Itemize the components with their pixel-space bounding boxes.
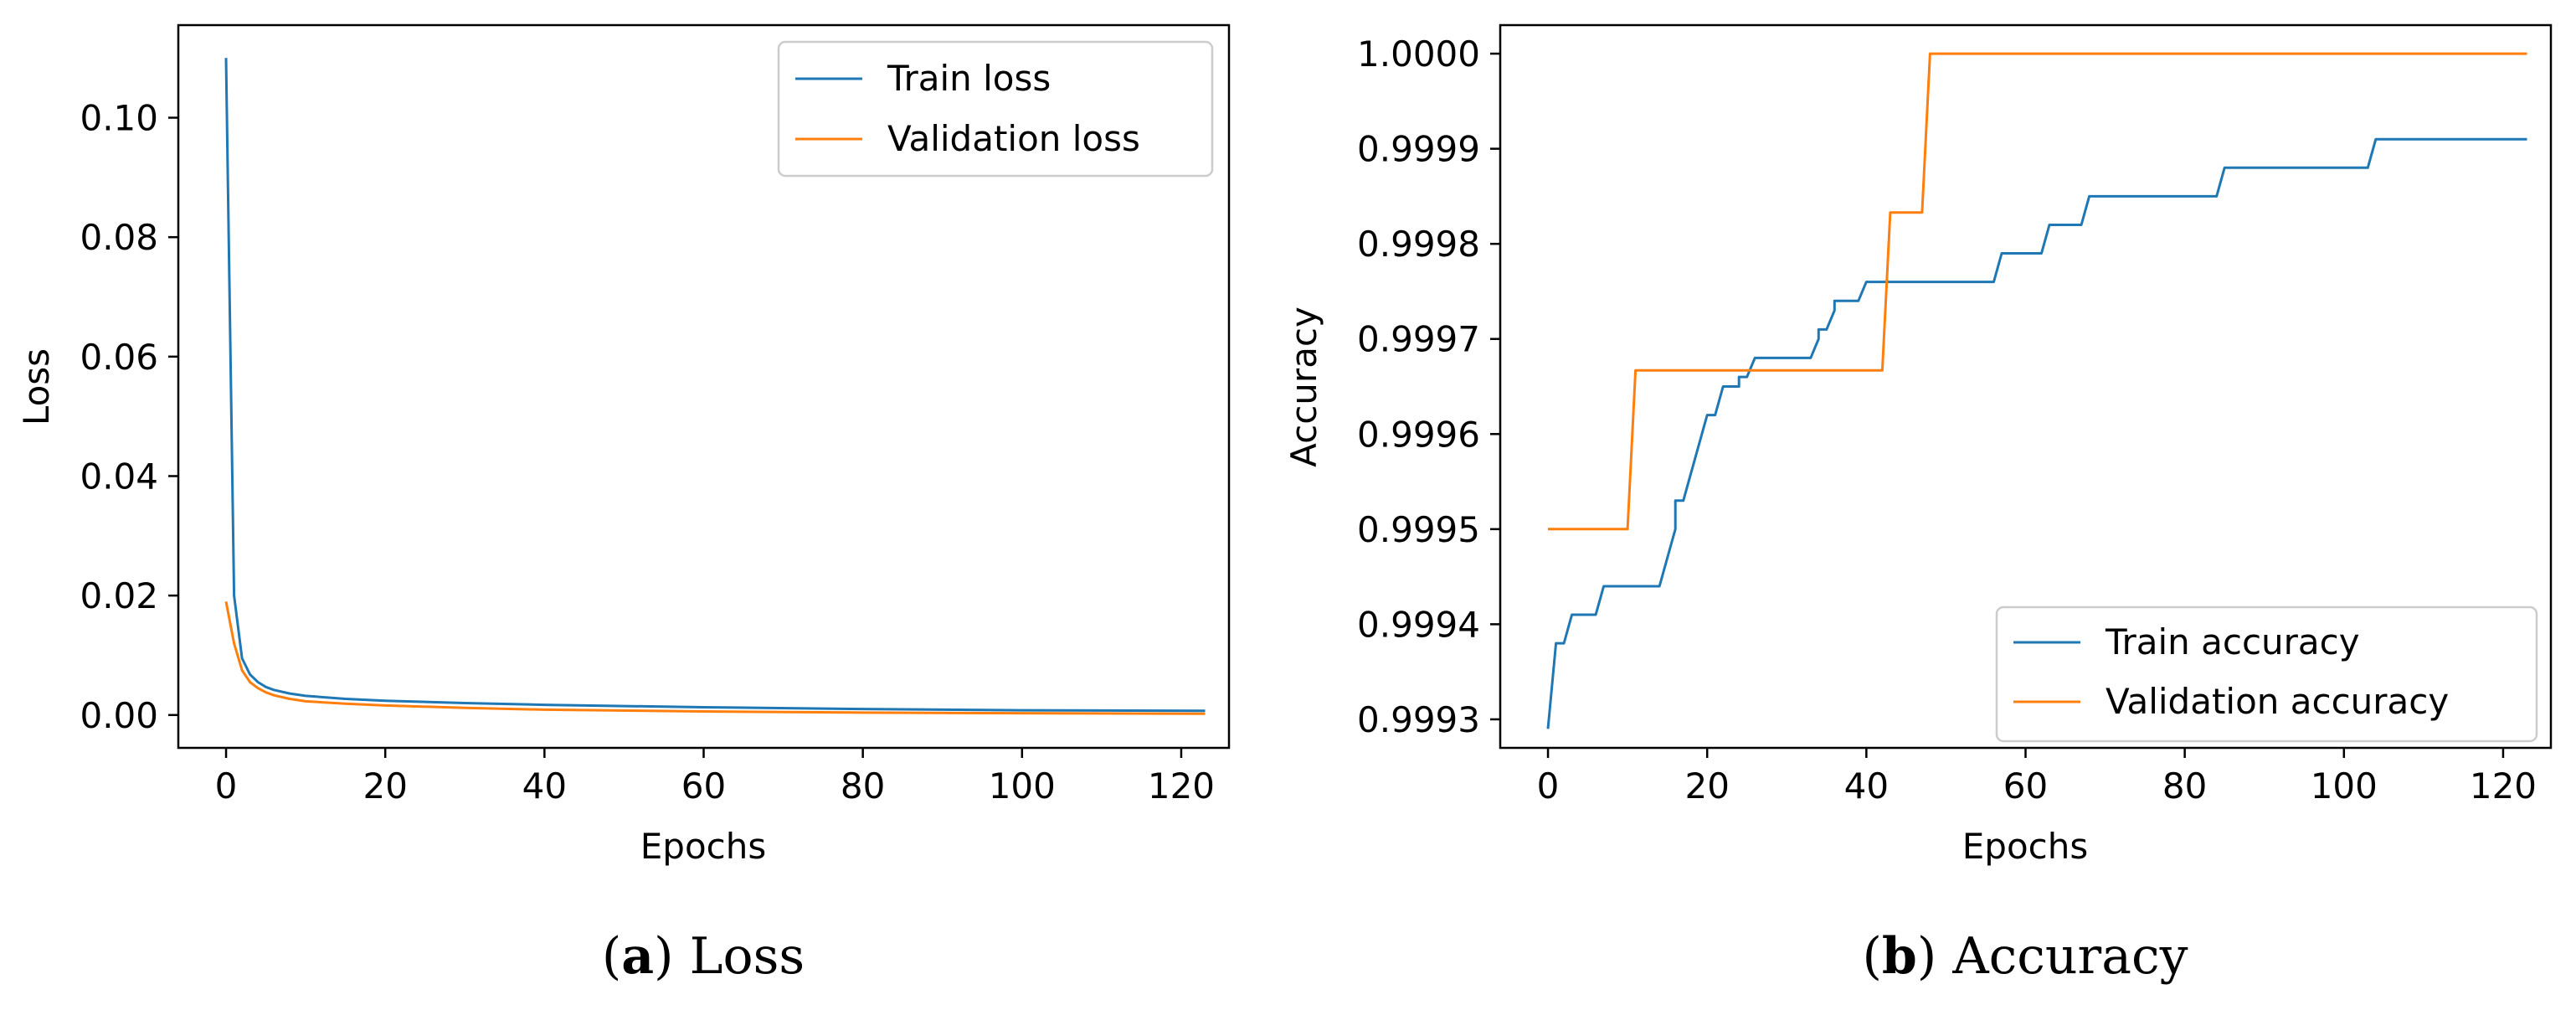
accuracy-chart: 0 20 40 60 80 100 120 0.9993 0.9994 0.9995 0.9996…: [1283, 23, 2553, 986]
accuracy-y-tick-label: 1.0000: [1357, 33, 1480, 75]
loss-y-tick-label: 0.08: [80, 217, 158, 258]
loss-y-tick-label: 0.06: [80, 337, 158, 378]
loss-y-tick-label: 0.02: [80, 575, 158, 616]
accuracy-series-train-line: [1546, 137, 2527, 729]
accuracy-x-tick-label: 80: [2162, 765, 2207, 806]
loss-y-tick-label: 0.00: [80, 695, 158, 736]
accuracy-y-tick-label: 0.9995: [1357, 509, 1480, 550]
accuracy-x-tick-label: 60: [2003, 765, 2048, 806]
accuracy-series: [1546, 52, 2527, 729]
loss-y-tick-label: 0.10: [80, 98, 158, 139]
loss-x-tick-label: 60: [681, 765, 726, 806]
accuracy-legend-train-label: Train accuracy: [2105, 621, 2360, 662]
loss-legend-train-label: Train loss: [887, 58, 1051, 99]
loss-chart: 0 20 40 60 80 100 120 0.00 0.02 0.04 0.06 0.08 0.10…: [16, 23, 1231, 986]
accuracy-legend-box: [1995, 605, 2538, 743]
accuracy-y-tick-label: 0.9994: [1357, 604, 1480, 645]
loss-x-axis: 0 20 40 60 80 100 120: [215, 748, 1215, 806]
loss-series-train-line: [224, 58, 1206, 713]
loss-legend: Train loss Validation loss: [777, 40, 1214, 178]
loss-x-tick-label: 80: [841, 765, 885, 806]
accuracy-x-tick-label: 0: [1537, 765, 1560, 806]
accuracy-legend: Train accuracy Validation accuracy: [1995, 605, 2538, 743]
accuracy-x-tick-label: 40: [1844, 765, 1889, 806]
accuracy-y-tick-label: 0.9999: [1357, 129, 1480, 170]
accuracy-x-axis-title: Epochs: [1962, 826, 2089, 867]
accuracy-x-tick-label: 100: [2311, 765, 2378, 806]
loss-series-validation-line: [224, 601, 1206, 715]
loss-x-tick-label: 0: [215, 765, 238, 806]
loss-caption: (a) Loss: [602, 927, 805, 986]
loss-x-tick-label: 20: [362, 765, 407, 806]
accuracy-legend-validation-label: Validation accuracy: [2106, 681, 2449, 722]
accuracy-y-axis: 0.9993 0.9994 0.9995 0.9996 0.9997 0.9998 0.99…: [1357, 33, 1500, 740]
loss-x-tick-label: 120: [1148, 765, 1215, 806]
accuracy-x-tick-label: 120: [2470, 765, 2537, 806]
accuracy-series-validation-line: [1548, 52, 2527, 531]
accuracy-y-axis-title: Accuracy: [1283, 307, 1324, 467]
accuracy-caption: (b) Accuracy: [1862, 927, 2188, 986]
loss-legend-box: [777, 40, 1214, 178]
accuracy-y-tick-label: 0.9997: [1357, 319, 1480, 360]
loss-y-tick-label: 0.04: [80, 456, 158, 497]
loss-x-tick-label: 100: [989, 765, 1056, 806]
accuracy-x-axis: 0 20 40 60 80 100 120: [1537, 748, 2537, 806]
loss-y-axis: 0.00 0.02 0.04 0.06 0.08 0.10: [80, 98, 178, 736]
accuracy-y-tick-label: 0.9993: [1357, 699, 1480, 740]
loss-y-axis-title: Loss: [16, 348, 57, 425]
loss-legend-validation-label: Validation loss: [887, 118, 1140, 159]
loss-x-tick-label: 40: [522, 765, 567, 806]
accuracy-y-tick-label: 0.9998: [1357, 224, 1480, 265]
loss-series: [224, 58, 1206, 715]
accuracy-x-tick-label: 20: [1684, 765, 1729, 806]
accuracy-y-tick-label: 0.9996: [1357, 414, 1480, 455]
loss-x-axis-title: Epochs: [640, 826, 767, 867]
